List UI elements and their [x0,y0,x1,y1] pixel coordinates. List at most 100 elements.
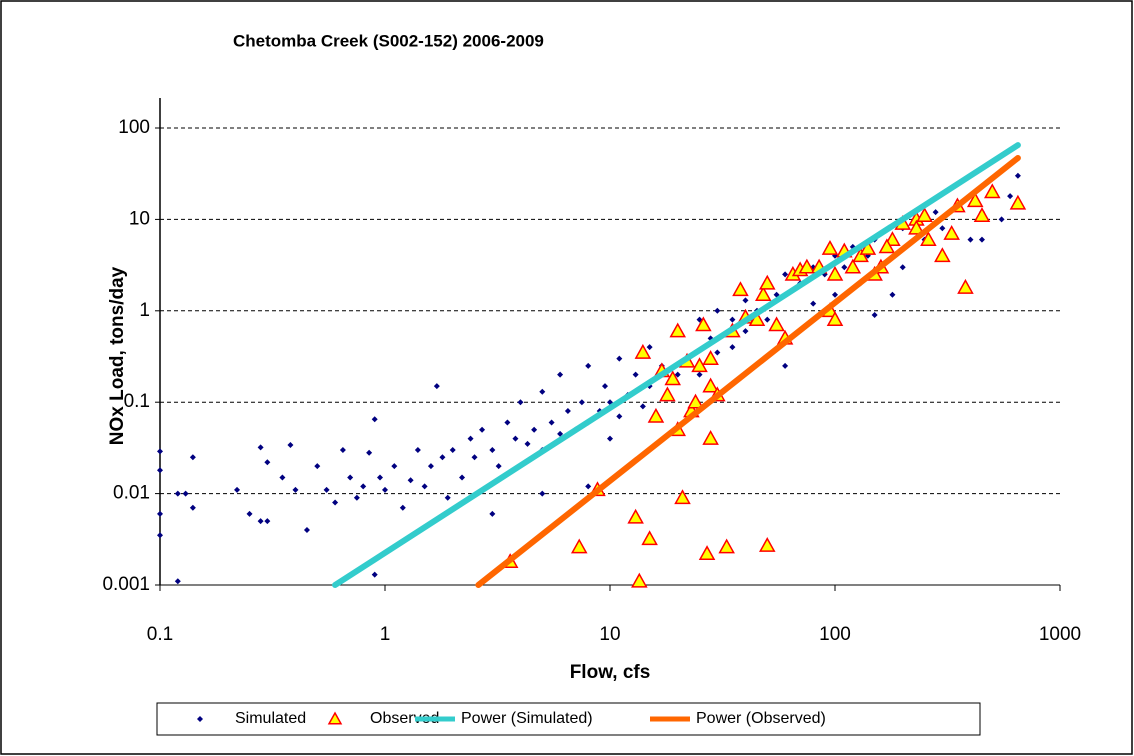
data-point [585,362,592,369]
data-point [916,207,933,222]
data-point [695,316,712,332]
data-point [439,454,446,461]
data-point [539,490,546,497]
data-point [157,532,163,539]
data-point [841,264,848,271]
y-tick-label: 0.001 [102,574,150,595]
data-point [634,343,652,359]
x-tick-label: 0.1 [147,624,173,645]
data-point [366,449,373,456]
data-point [859,239,877,255]
data-point [570,538,588,554]
data-point [427,463,434,470]
data-point [585,483,592,490]
data-point [939,225,946,232]
data-point [257,444,264,451]
data-point [659,386,676,402]
data-point [782,271,789,278]
data-point [557,430,564,437]
data-point [821,239,839,255]
data-point [687,393,704,409]
data-point [391,463,398,470]
data-point [323,486,330,493]
data-point [966,192,984,208]
data-point [382,486,388,493]
data-point [459,474,466,481]
legend-label: Power (Observed) [696,710,826,727]
data-point [702,430,719,445]
data-point [826,311,844,327]
data-point [758,537,776,552]
data-point [376,474,383,481]
data-point [871,311,878,318]
data-point [449,446,456,453]
data-point [691,357,708,373]
data-point [832,291,838,298]
data-point [631,572,648,588]
data-point [504,419,511,426]
data-point [983,183,1001,199]
data-point [932,209,939,216]
data-point [371,416,378,423]
data-point [798,258,816,274]
data-point [489,446,496,453]
data-point [578,399,585,406]
data-point [844,258,862,274]
data-point [292,486,299,493]
data-point [616,413,623,420]
data-point [674,371,681,378]
legend-marker [197,716,203,722]
data-point [998,216,1005,223]
data-point [696,371,703,378]
y-tick-label: 0.1 [124,391,150,412]
data-point [495,463,502,470]
data-point [471,454,478,461]
data-point [414,446,421,453]
data-point [399,504,406,511]
y-tick-label: 1 [139,300,150,321]
x-axis-label: Flow, cfs [570,662,651,683]
data-point [742,297,749,304]
data-point [332,499,339,506]
data-point [627,508,644,524]
data-point [353,494,360,501]
data-point [755,286,772,302]
data-point [444,494,451,501]
data-point [564,408,571,415]
data-point [878,238,896,254]
y-axis-label: NOx Load, tons/day [107,266,128,445]
data-point [264,518,271,525]
data-point [157,467,163,474]
data-point [1007,193,1014,200]
data-point [702,350,719,365]
data-point [908,219,925,235]
data-point [852,247,869,263]
data-point [943,225,960,240]
data-point [714,307,721,314]
data-point [782,362,789,369]
legend-label: Simulated [235,710,306,727]
trend-line [475,154,1021,588]
data-point [314,463,321,470]
legend-label: Power (Simulated) [461,710,593,727]
data-point [920,231,937,247]
data-point [702,377,719,393]
data-point [616,355,623,362]
data-point [157,510,163,517]
trend-line [332,142,1021,588]
data-point [287,442,294,449]
data-point [718,538,735,554]
data-point [641,530,658,546]
data-point [889,291,896,298]
data-point [729,344,736,351]
data-point [548,419,555,426]
data-point [698,545,716,561]
x-tick-label: 10 [599,624,620,645]
data-point [531,426,538,433]
y-tick-label: 100 [118,117,150,138]
data-point [479,426,486,433]
data-point [647,407,665,423]
data-point [729,316,736,323]
data-point [1009,194,1027,210]
